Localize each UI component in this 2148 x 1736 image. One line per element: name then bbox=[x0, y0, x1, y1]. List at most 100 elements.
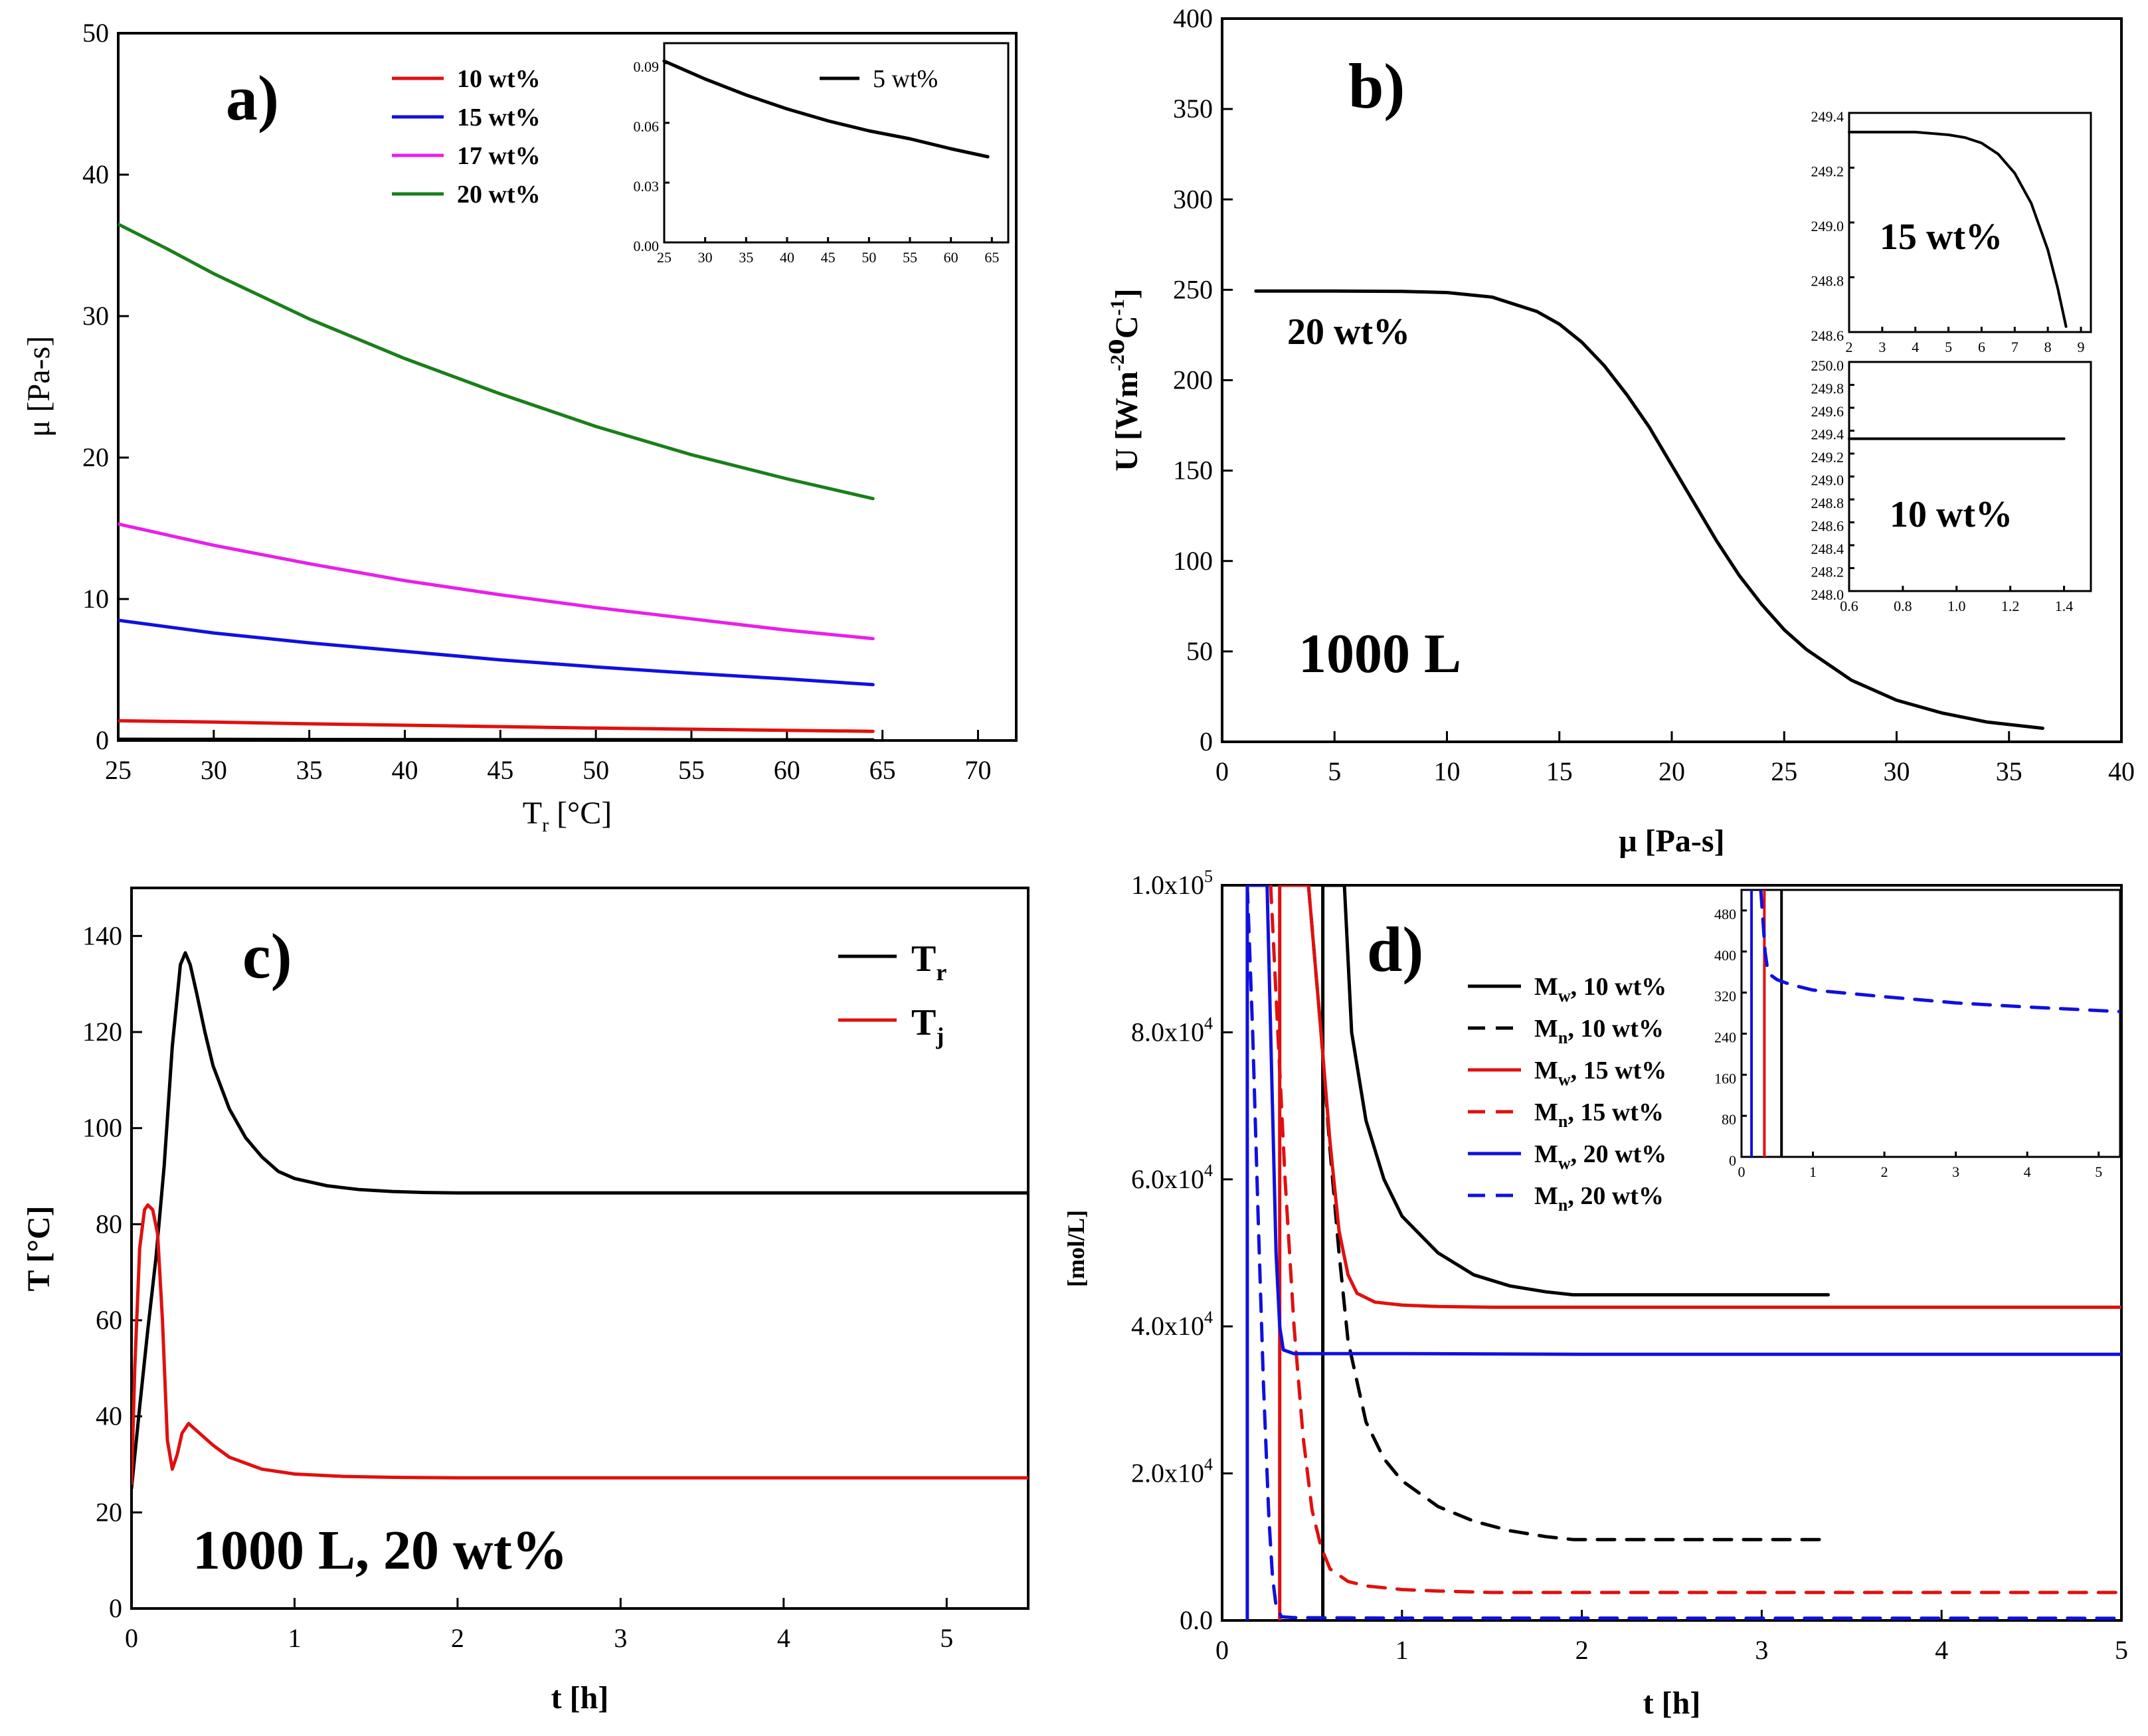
panel-d-legend-label: Mn, 10 wt% bbox=[1534, 1015, 1664, 1047]
panel-a-inset-xtick-label: 40 bbox=[780, 249, 794, 266]
panel-c-legend-label: Tr bbox=[911, 938, 946, 986]
panel-d-xtick-label: 5 bbox=[2115, 1635, 2128, 1665]
panel-c-xtick-label: 4 bbox=[777, 1623, 790, 1653]
panel-d-xtick-label: 3 bbox=[1755, 1635, 1768, 1665]
panel-d-legend-label: Mn, 20 wt% bbox=[1534, 1182, 1664, 1215]
panel-a-inset-ytick-label: 0.00 bbox=[634, 238, 660, 254]
panel-c-xlabel: t [h] bbox=[551, 1680, 609, 1715]
panel-a-ytick-label: 10 bbox=[82, 584, 109, 614]
panel-d-legend-label: Mw, 20 wt% bbox=[1534, 1140, 1666, 1173]
panel-a-xtick-label: 40 bbox=[391, 755, 418, 785]
panel-b-inset-bottom-ytick-label: 248.0 bbox=[1811, 586, 1844, 603]
panel-b-xtick-label: 10 bbox=[1434, 756, 1461, 786]
panel-d-ytick-label: 8.0x104 bbox=[1131, 1013, 1213, 1047]
panel-c-xtick-label: 2 bbox=[451, 1623, 464, 1653]
panel-c-ytick-label: 60 bbox=[96, 1305, 122, 1335]
panel-d-plot-frame bbox=[1221, 884, 2123, 1622]
panel-b-xtick-label: 20 bbox=[1658, 756, 1685, 786]
panel-b-inset-top-xtick-label: 6 bbox=[1978, 339, 1985, 355]
panel-b-ylabel: U [Wm-2oC-1] bbox=[1096, 288, 1144, 471]
panel-c-ytick-label: 0 bbox=[109, 1593, 122, 1623]
panel-a-inset-xtick-label: 55 bbox=[903, 249, 917, 266]
panel-d-series-line bbox=[1321, 885, 1831, 1620]
panel-d-inset-ytick-label: 0 bbox=[1729, 1152, 1736, 1169]
panel-d-inset-ytick-label: 240 bbox=[1714, 1029, 1736, 1045]
panel-b-inset-top-xtick-label: 5 bbox=[1945, 339, 1952, 355]
panel-d-inset-xtick-label: 1 bbox=[1809, 1164, 1817, 1180]
panel-c-legend-label: Tj bbox=[911, 1002, 944, 1049]
panel-a-series-line bbox=[118, 719, 875, 733]
panel-d-ytick-label: 4.0x104 bbox=[1131, 1308, 1213, 1341]
panel-d-tag: d) bbox=[1367, 914, 1423, 985]
panel-d-ytick-label: 2.0x104 bbox=[1131, 1455, 1213, 1488]
panel-a-ytick-label: 50 bbox=[82, 18, 109, 48]
panel-c-xtick-label: 1 bbox=[288, 1623, 301, 1653]
panel-b-ytick-label: 300 bbox=[1173, 184, 1213, 214]
panel-b-inset-top-ytick-label: 248.6 bbox=[1811, 327, 1844, 344]
panel-b-inset-bottom-ytick-label: 248.2 bbox=[1811, 564, 1844, 580]
panel-b-ytick-label: 150 bbox=[1173, 456, 1213, 485]
panel-a-xlabel: Tr [°C] bbox=[523, 796, 612, 836]
panel-d-legend-label: Mw, 15 wt% bbox=[1534, 1057, 1666, 1089]
panel-a-xtick-label: 25 bbox=[105, 755, 132, 785]
panel-a-xtick-label: 35 bbox=[296, 755, 323, 785]
panel-a-xtick-label: 70 bbox=[964, 755, 991, 785]
panel-b-inset-top-xtick-label: 7 bbox=[2011, 339, 2018, 355]
panel-b-xtick-label: 0 bbox=[1215, 756, 1229, 786]
panel-a-series-line bbox=[118, 522, 875, 641]
panel-a-inset-xtick-label: 45 bbox=[821, 249, 836, 266]
panel-b-inset-top-xtick-label: 2 bbox=[1846, 339, 1853, 355]
panel-a-series-line bbox=[118, 737, 875, 740]
panel-a-inset-xtick-label: 60 bbox=[944, 249, 958, 266]
panel-d-inset-ytick-label: 160 bbox=[1714, 1070, 1736, 1086]
panel-a-inset-xtick-label: 65 bbox=[984, 249, 999, 266]
panel-d-inset-xtick-label: 3 bbox=[1952, 1164, 1959, 1180]
panel-d-inset-ytick-label: 400 bbox=[1714, 947, 1736, 964]
panel-a-inset-ytick-label: 0.06 bbox=[634, 118, 660, 135]
panel-b-ytick-label: 200 bbox=[1173, 365, 1213, 395]
panel-c-series-line bbox=[132, 1203, 1028, 1486]
panel-d-ytick-label: 0.0 bbox=[1180, 1605, 1213, 1635]
panel-d-series-line bbox=[1269, 885, 2121, 1595]
panel-b-inset-top-ytick-label: 249.0 bbox=[1811, 218, 1844, 234]
panel-b-inset-top-line bbox=[1848, 130, 2068, 328]
panel-c-ytick-label: 140 bbox=[82, 920, 122, 950]
panel-a-series-line bbox=[118, 222, 875, 501]
panel-b-inset-bottom-ytick-label: 249.0 bbox=[1811, 472, 1844, 489]
panel-d-inset-frame bbox=[1740, 889, 2121, 1158]
panel-b-inset-top-xtick-label: 9 bbox=[2078, 339, 2085, 355]
panel-d-xtick-label: 2 bbox=[1575, 1635, 1589, 1665]
panel-b-inset-bottom-ytick-label: 249.2 bbox=[1811, 449, 1844, 466]
panel-a-series-line bbox=[118, 618, 875, 687]
panel-b-inset-bottom-ytick-label: 249.8 bbox=[1811, 381, 1844, 397]
panel-d-inset-ytick-label: 480 bbox=[1714, 906, 1736, 922]
panel-b-xtick-label: 30 bbox=[1884, 756, 1910, 786]
panel-d-xtick-label: 1 bbox=[1395, 1635, 1409, 1665]
panel-c-ytick-label: 80 bbox=[96, 1209, 122, 1239]
panel-a-xtick-label: 50 bbox=[582, 755, 609, 785]
panel-a-xtick-label: 30 bbox=[201, 755, 227, 785]
panel-a-inset-xtick-label: 25 bbox=[657, 249, 671, 266]
panel-d-inset-ytick-label: 80 bbox=[1722, 1111, 1736, 1128]
panel-b-ytick-label: 50 bbox=[1186, 636, 1213, 666]
panel-d-inset-xtick-label: 4 bbox=[2024, 1164, 2031, 1180]
panel-d-series-line bbox=[1278, 885, 2121, 1620]
panel-b-xtick-label: 15 bbox=[1546, 756, 1573, 786]
panel-a-inset-line bbox=[662, 59, 990, 159]
panel-b-xtick-label: 25 bbox=[1771, 756, 1797, 786]
panel-a-inset-ytick-label: 0.03 bbox=[634, 178, 660, 195]
panel-b-inset-top-label: 15 wt% bbox=[1880, 217, 2003, 258]
panel-b-inset-bottom-ytick-label: 248.4 bbox=[1811, 541, 1844, 557]
panel-d-inset-background bbox=[1742, 890, 2120, 1157]
panel-b-xtick-label: 40 bbox=[2108, 756, 2135, 786]
panel-b-ytick-label: 250 bbox=[1173, 274, 1213, 304]
panel-b-inset-top-ytick-label: 249.4 bbox=[1811, 108, 1844, 125]
panel-d-series-line bbox=[1245, 885, 2121, 1620]
panel-b-inset-bottom-background bbox=[1849, 362, 2091, 591]
panel-d-series-line bbox=[1306, 885, 1831, 1541]
panel-a-inset-xtick-label: 30 bbox=[698, 249, 713, 266]
panel-b-ytick-label: 400 bbox=[1173, 3, 1213, 33]
panel-d-ylabel: [mol/L] bbox=[1063, 1210, 1089, 1287]
